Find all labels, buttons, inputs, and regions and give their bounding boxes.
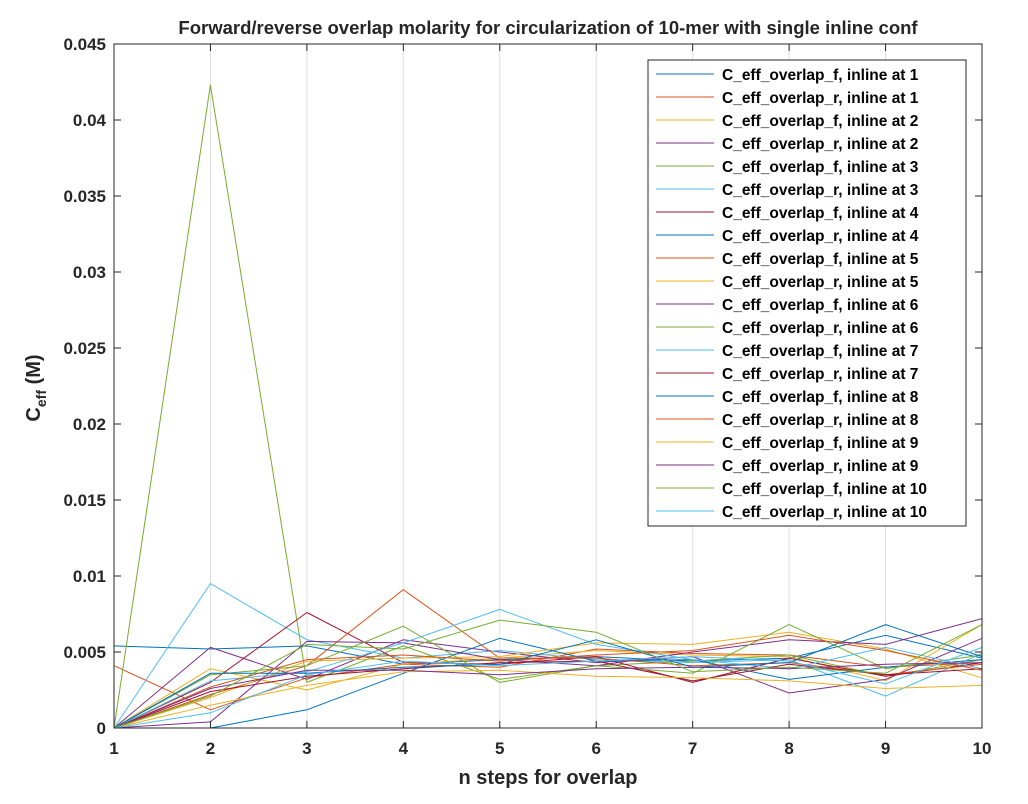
y-tick-label: 0.045 [63, 35, 106, 54]
legend-label: C_eff_overlap_f, inline at 8 [722, 389, 919, 406]
legend-label: C_eff_overlap_f, inline at 2 [722, 113, 918, 130]
x-tick-label: 5 [495, 739, 504, 758]
x-tick-label: 3 [302, 739, 311, 758]
y-tick-label: 0.04 [73, 111, 107, 130]
legend-label: C_eff_overlap_r, inline at 9 [722, 458, 919, 475]
legend-label: C_eff_overlap_f, inline at 3 [722, 159, 919, 176]
series-line-19 [113, 619, 983, 729]
legend-box [647, 59, 967, 527]
series-line-16 [113, 634, 983, 729]
chart-title: Forward/reverse overlap molarity for cir… [178, 17, 918, 38]
legend-label: C_eff_overlap_f, inline at 1 [722, 67, 919, 84]
axes [113, 43, 983, 729]
series-line-6 [113, 583, 983, 729]
y-axis-label-subscript: eff [33, 390, 49, 407]
legend-label: C_eff_overlap_f, inline at 5 [722, 251, 919, 268]
series-line-13 [113, 608, 983, 729]
x-tick-label: 7 [688, 739, 697, 758]
legend-label: C_eff_overlap_r, inline at 5 [722, 274, 919, 291]
series-line-17 [113, 669, 983, 729]
legend-label: C_eff_overlap_r, inline at 6 [722, 320, 919, 337]
series-line-4 [113, 637, 983, 729]
series-line-11 [113, 618, 983, 729]
x-tick-label: 8 [784, 739, 793, 758]
series-line-18 [113, 662, 983, 729]
x-tick-label: 6 [591, 739, 600, 758]
x-tick-label: 4 [399, 739, 409, 758]
legend-label: C_eff_overlap_f, inline at 4 [722, 205, 919, 222]
legend-label: C_eff_overlap_r, inline at 10 [722, 504, 927, 521]
legend-label: C_eff_overlap_f, inline at 6 [722, 297, 919, 314]
plot-frame [113, 43, 983, 729]
y-tick-label: 0.02 [73, 415, 106, 434]
series-line-7 [113, 612, 983, 729]
legend-label: C_eff_overlap_r, inline at 3 [722, 182, 919, 199]
series-lines [113, 84, 983, 729]
legend-label: C_eff_overlap_r, inline at 7 [722, 366, 918, 383]
x-tick-label: 10 [973, 739, 992, 758]
y-tick-label: 0.005 [63, 643, 106, 662]
y-axis-label-main: C [23, 407, 45, 421]
y-axis-label-unit: (M) [23, 354, 45, 390]
legend-label: C_eff_overlap_f, inline at 9 [722, 435, 919, 452]
y-axis-ticks: 0 0.005 0.01 0.015 0.02 0.025 0.03 0.035 0.04 0.0… [63, 35, 982, 738]
x-axis-ticks: 1 2 3 4 5 6 7 8 9 10 [109, 44, 991, 758]
series-line-5 [113, 84, 983, 729]
series-line-14 [113, 660, 983, 729]
legend-label: C_eff_overlap_f, inline at 7 [722, 343, 918, 360]
legend: C_eff_overlap_f, inline at 1 C_eff_overla… [647, 59, 967, 527]
y-axis-label: Ceff (M) [23, 354, 49, 421]
x-tick-label: 2 [206, 739, 215, 758]
legend-label: C_eff_overlap_r, inline at 4 [722, 228, 919, 245]
legend-label: C_eff_overlap_r, inline at 1 [722, 90, 919, 107]
y-tick-label: 0.035 [63, 187, 106, 206]
y-tick-label: 0 [97, 719, 106, 738]
y-tick-label: 0.015 [63, 491, 106, 510]
x-tick-label: 9 [881, 739, 890, 758]
legend-label: C_eff_overlap_r, inline at 8 [722, 412, 919, 429]
legend-label: C_eff_overlap_r, inline at 2 [722, 136, 918, 153]
series-line-20 [113, 646, 983, 729]
y-tick-label: 0.01 [73, 567, 106, 586]
y-tick-label: 0.03 [73, 263, 106, 282]
x-tick-label: 1 [109, 739, 118, 758]
legend-label: C_eff_overlap_f, inline at 10 [722, 481, 927, 498]
y-tick-label: 0.025 [63, 339, 106, 358]
x-axis-label: n steps for overlap [459, 767, 638, 789]
